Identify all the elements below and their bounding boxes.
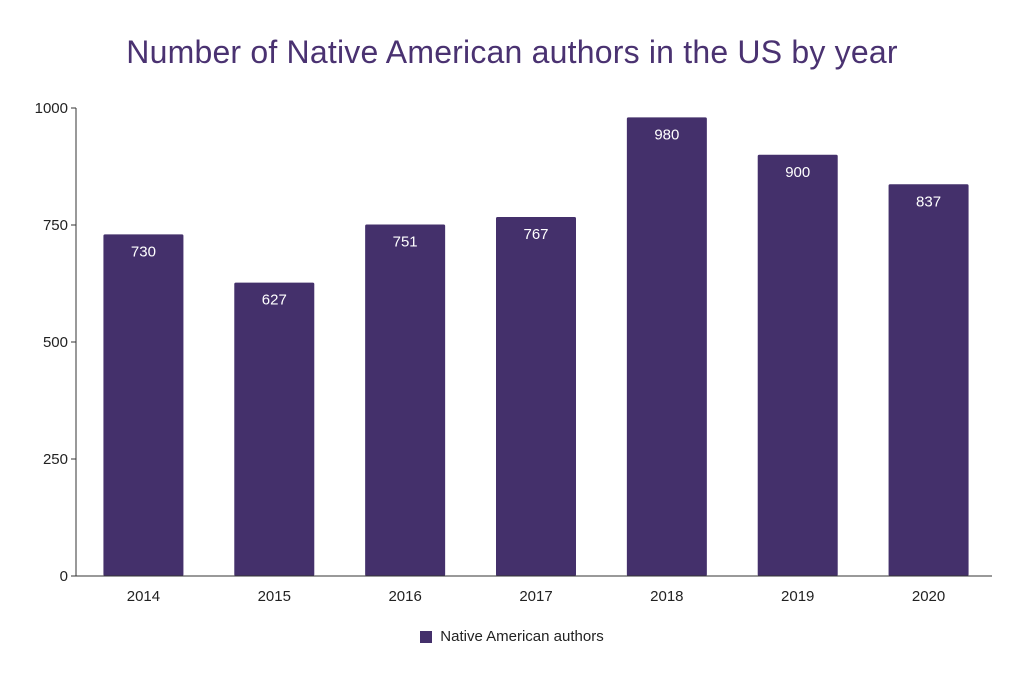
y-tick-label: 250: [43, 451, 68, 468]
bar-value-label: 627: [262, 292, 287, 309]
legend-label: Native American authors: [440, 628, 604, 645]
x-axis: 2014 2015 2016 2017 2018 2019 2020: [76, 575, 992, 605]
bar-value-label: 900: [785, 164, 810, 181]
bar-2016: [365, 224, 446, 577]
x-tick-label: 2014: [127, 588, 160, 605]
x-tick-label: 2019: [781, 588, 814, 605]
x-tick-label: 2018: [650, 588, 683, 605]
legend-swatch: [420, 630, 433, 643]
bar-value-label: 837: [916, 193, 941, 210]
x-tick-label: 2016: [388, 588, 421, 605]
bar-value-label: 730: [131, 243, 156, 260]
y-tick-label: 500: [43, 334, 68, 351]
y-axis: 0 250 500 750 1000: [35, 100, 77, 585]
bar-2015: [234, 282, 315, 576]
y-tick-label: 750: [43, 217, 68, 234]
bars: 730 627 751 767 980 900 837: [103, 117, 969, 577]
bar-value-label: 980: [654, 126, 679, 143]
legend: Native American authors: [0, 628, 1024, 645]
x-tick-label: 2015: [258, 588, 291, 605]
bar-2017: [496, 217, 576, 576]
y-tick-label: 1000: [35, 100, 68, 117]
bar-value-label: 767: [523, 226, 548, 243]
bar-2018: [626, 117, 707, 577]
bar-2019: [757, 154, 838, 577]
bar-2020: [888, 184, 969, 576]
x-tick-label: 2020: [912, 588, 945, 605]
chart-title: Number of Native American authors in the…: [126, 34, 898, 70]
bar-2014: [103, 234, 184, 577]
y-tick-label: 0: [60, 568, 68, 585]
x-tick-label: 2017: [519, 588, 552, 605]
bar-value-label: 751: [393, 234, 418, 251]
